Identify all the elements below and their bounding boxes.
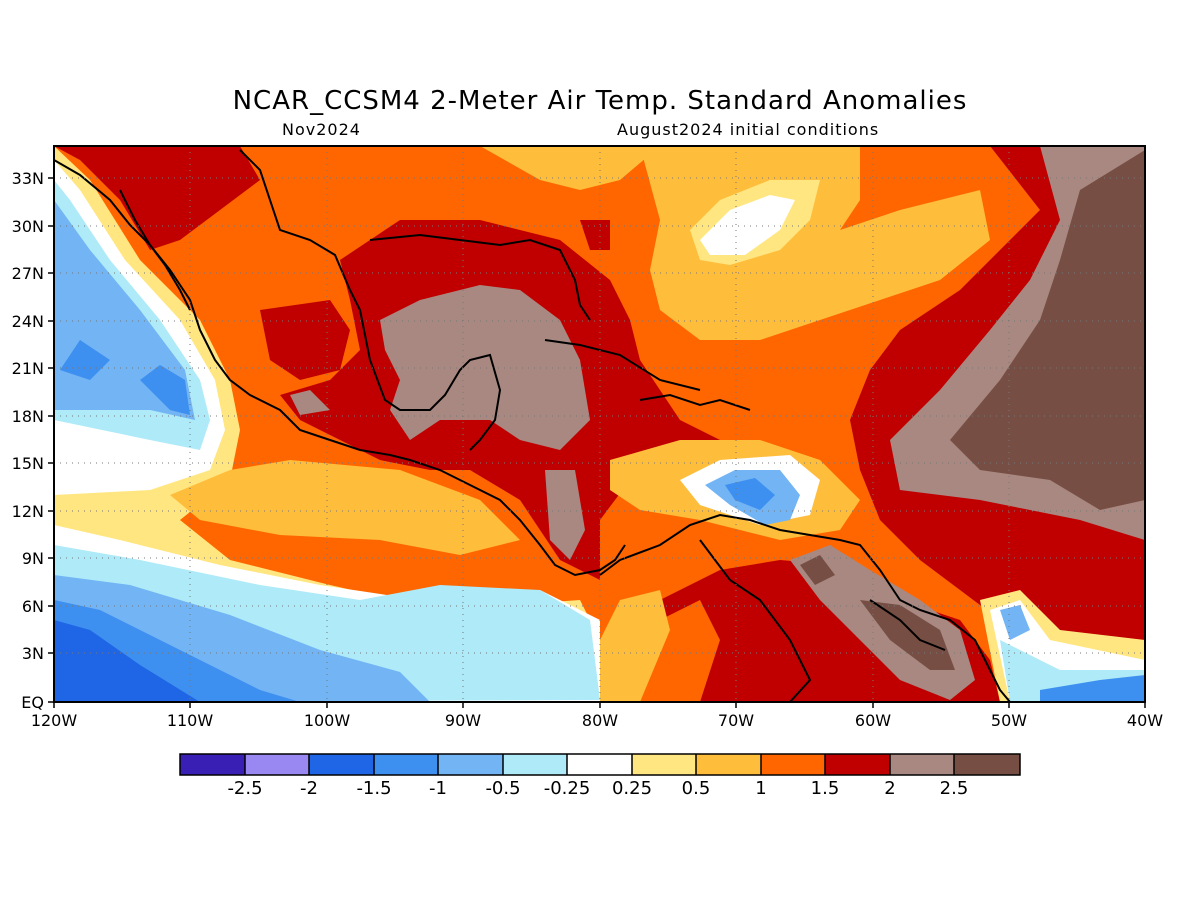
colorbar-swatch — [180, 754, 245, 775]
lon-tick: 120W — [31, 711, 78, 730]
lat-tick: 33N — [12, 169, 44, 188]
lat-tick: 6N — [22, 597, 44, 616]
colorbar-swatch — [374, 754, 438, 775]
forecast-month: Nov2024 — [282, 120, 361, 139]
colorbar-label: -2.5 — [227, 778, 262, 799]
colorbar-swatch — [503, 754, 567, 775]
colorbar-label: 1 — [755, 778, 766, 799]
colorbar-label: -2 — [300, 778, 318, 799]
lat-tick: EQ — [21, 693, 44, 712]
anomaly-field — [54, 146, 1145, 702]
colorbar-swatch — [309, 754, 374, 775]
colorbar-label: 0.5 — [682, 778, 711, 799]
lat-tick: 3N — [22, 644, 44, 663]
lon-tick: 90W — [445, 711, 481, 730]
latitude-axis: 33N 30N 27N 24N 21N 18N 15N 12N 9N 6N 3N… — [12, 169, 44, 712]
map-title: NCAR_CCSM4 2-Meter Air Temp. Standard An… — [232, 86, 968, 116]
lat-tick: 27N — [12, 264, 44, 283]
initial-conditions: August2024 initial conditions — [617, 120, 880, 139]
colorbar-swatch — [825, 754, 890, 775]
colorbar-label: 2.5 — [940, 778, 969, 799]
lon-tick: 40W — [1127, 711, 1163, 730]
longitude-axis: 120W 110W 100W 90W 80W 70W 60W 50W 40W — [31, 711, 1163, 730]
colorbar-swatch — [567, 754, 632, 775]
colorbar-label: -1 — [429, 778, 447, 799]
colorbar-label: -0.25 — [544, 778, 591, 799]
colorbar-swatch — [245, 754, 309, 775]
lat-tick: 12N — [12, 502, 44, 521]
lat-tick: 30N — [12, 217, 44, 236]
lon-tick: 50W — [991, 711, 1027, 730]
colorbar-label: -0.5 — [485, 778, 520, 799]
lon-tick: 80W — [582, 711, 618, 730]
colorbar-swatch — [438, 754, 503, 775]
lat-tick: 18N — [12, 407, 44, 426]
colorbar-swatch — [632, 754, 696, 775]
colorbar-swatch — [696, 754, 761, 775]
colorbar-swatch — [890, 754, 954, 775]
colorbar-swatch — [761, 754, 825, 775]
lon-tick: 100W — [304, 711, 351, 730]
lon-tick: 70W — [718, 711, 754, 730]
lon-tick: 110W — [167, 711, 214, 730]
lon-tick: 60W — [855, 711, 891, 730]
colorbar: -2.5 -2 -1.5 -1 -0.5 -0.25 0.25 0.5 1 1.… — [179, 753, 1021, 799]
lat-tick: 9N — [22, 549, 44, 568]
colorbar-swatch — [954, 754, 1020, 775]
lat-tick: 15N — [12, 454, 44, 473]
colorbar-label: -1.5 — [356, 778, 391, 799]
colorbar-label: 0.25 — [612, 778, 652, 799]
lat-tick: 24N — [12, 312, 44, 331]
colorbar-label: 2 — [884, 778, 895, 799]
lat-tick: 21N — [12, 359, 44, 378]
colorbar-label: 1.5 — [811, 778, 840, 799]
